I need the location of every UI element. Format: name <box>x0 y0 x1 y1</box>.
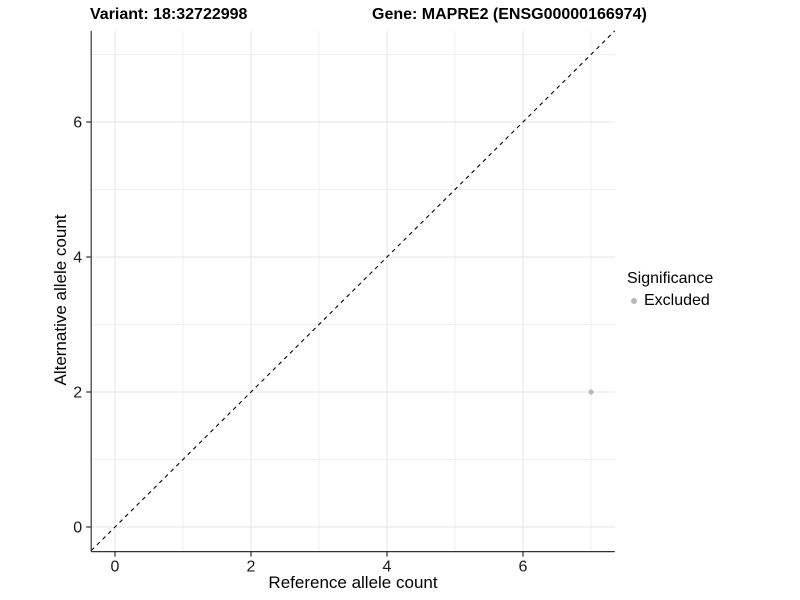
point-icon <box>631 298 637 304</box>
x-tick-label: 2 <box>247 559 256 576</box>
y-tick-label: 2 <box>73 385 82 402</box>
legend-key-box <box>627 294 641 308</box>
x-tick-label: 4 <box>383 559 392 576</box>
legend-entry-label: Excluded <box>644 292 710 309</box>
y-tick-label: 0 <box>73 520 82 537</box>
y-tick-label: 4 <box>73 250 82 267</box>
legend: Significance Excluded <box>627 270 713 310</box>
y-axis-title: Alternative allele count <box>51 214 70 386</box>
x-axis-title: Reference allele count <box>268 573 438 592</box>
legend-entry-excluded: Excluded <box>627 292 713 310</box>
legend-title: Significance <box>627 270 714 287</box>
data-point-excluded <box>588 389 594 395</box>
identity-dashed-line <box>90 30 616 552</box>
x-tick-label: 0 <box>111 559 120 576</box>
x-tick-label: 6 <box>519 559 528 576</box>
variant-title: Variant: 18:32722998 <box>90 6 248 23</box>
gene-title: Gene: MAPRE2 (ENSG00000166974) <box>372 6 647 23</box>
y-tick-label: 6 <box>73 115 82 132</box>
